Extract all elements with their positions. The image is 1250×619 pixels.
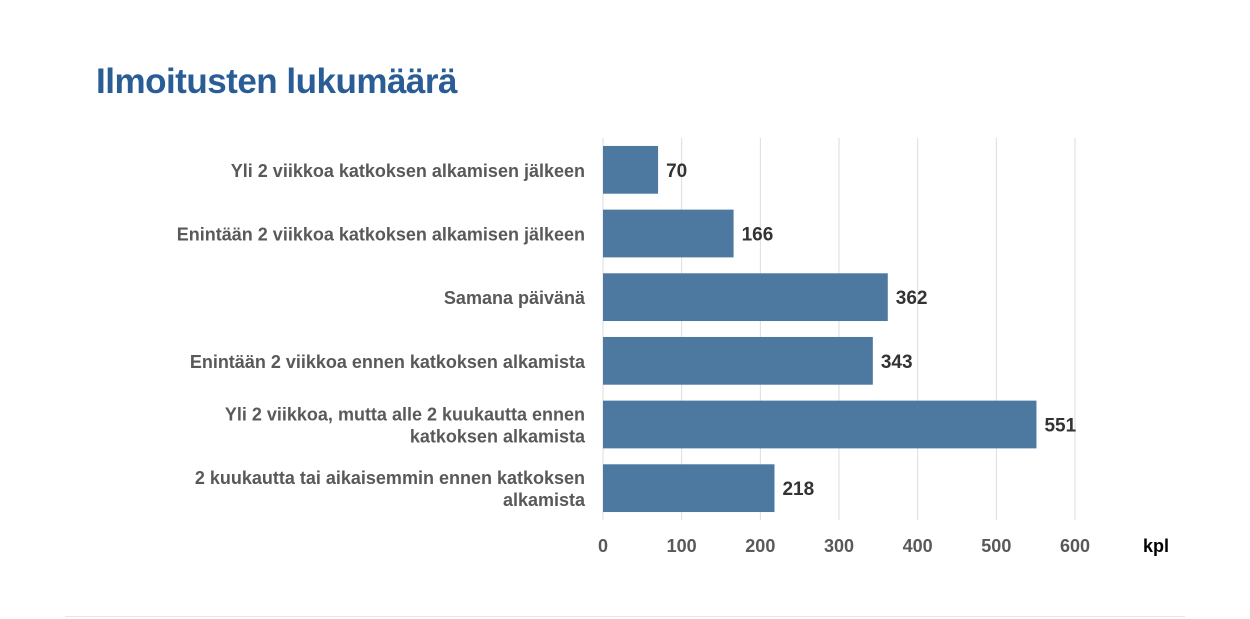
category-label: alkamista: [503, 490, 586, 510]
bar: [603, 209, 734, 258]
bar: [603, 464, 775, 513]
bar: [603, 273, 888, 322]
x-tick-label: 500: [981, 536, 1011, 556]
x-axis-unit-label: kpl: [1143, 536, 1169, 556]
value-label: 362: [896, 288, 928, 309]
value-label: 343: [881, 352, 913, 373]
x-tick-label: 100: [667, 536, 697, 556]
category-label: Yli 2 viikkoa, mutta alle 2 kuukautta en…: [225, 405, 585, 425]
bar: [603, 400, 1037, 449]
value-label: 70: [666, 161, 687, 182]
category-label: katkoksen alkamista: [410, 427, 586, 447]
value-label: 166: [742, 225, 774, 246]
bars: [603, 145, 1037, 513]
x-tick-label: 300: [824, 536, 854, 556]
category-label: 2 kuukautta tai aikaisemmin ennen katkok…: [195, 468, 585, 488]
category-label: Samana päivänä: [444, 288, 586, 308]
category-label: Yli 2 viikkoa katkoksen alkamisen jälkee…: [231, 161, 585, 181]
gridlines: [602, 138, 1076, 520]
bar: [603, 145, 659, 194]
bottom-divider: [65, 616, 1185, 617]
x-tick-label: 0: [598, 536, 608, 556]
x-tick-label: 200: [745, 536, 775, 556]
category-label: Enintään 2 viikkoa ennen katkoksen alkam…: [190, 352, 586, 372]
x-tick-labels: 0 100 200 300 400 500 600: [598, 536, 1090, 556]
value-label: 218: [782, 479, 814, 500]
category-label: Enintään 2 viikkoa katkoksen alkamisen j…: [177, 225, 585, 245]
bar: [603, 336, 873, 385]
category-labels: Yli 2 viikkoa katkoksen alkamisen jälkee…: [177, 161, 586, 510]
chart-title: Ilmoitusten lukumäärä: [96, 62, 457, 101]
value-label: 551: [1044, 416, 1076, 437]
x-tick-label: 600: [1060, 536, 1090, 556]
value-labels: 70 166 362 343 551 218: [666, 161, 1077, 500]
x-tick-label: 400: [903, 536, 933, 556]
